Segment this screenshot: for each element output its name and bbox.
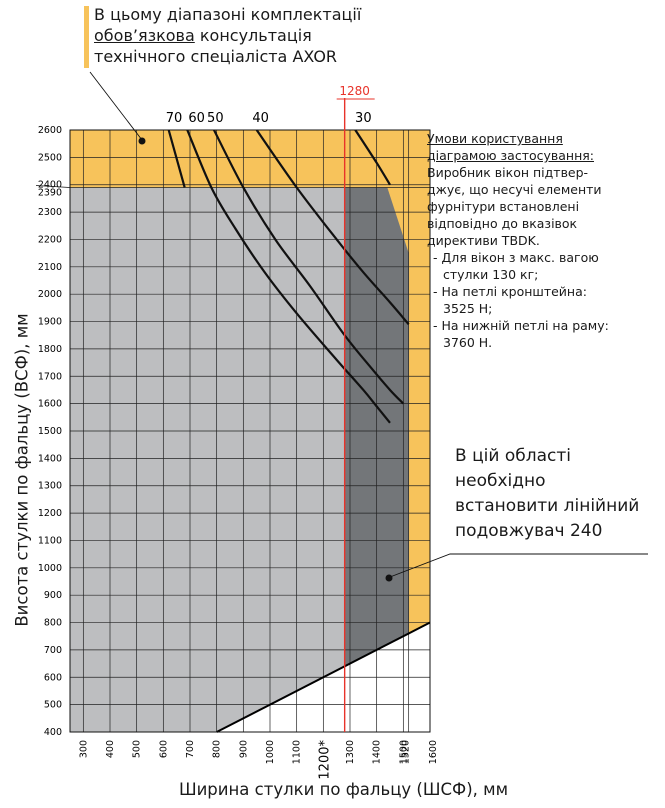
- plot-frame: [69, 129, 431, 733]
- y-tick-label: 1600: [38, 399, 62, 410]
- y-tick-label: 700: [44, 645, 62, 656]
- x-tick-label: 400: [105, 740, 116, 758]
- y-tick-label: 2300: [38, 207, 62, 218]
- y-tick-label: 1500: [38, 426, 62, 437]
- curve-60: [186, 129, 391, 424]
- x-tick-label: 900: [238, 740, 249, 758]
- curve-label-60: 60: [188, 111, 205, 126]
- condition-bracket-line-1: На петлі кронштейна:: [441, 284, 587, 299]
- area-note-line-1: В цій області: [455, 446, 571, 466]
- curve-50: [213, 129, 405, 405]
- x-tick-label: 600: [158, 740, 169, 758]
- y-tick-label: 1100: [38, 535, 62, 546]
- area-note-line-4: подовжувач 240: [455, 521, 603, 541]
- y-tick-label: 1200: [38, 508, 62, 519]
- y-tick-label: 2500: [38, 152, 62, 163]
- x-tick-label: 1000: [265, 740, 276, 764]
- area-note-line-3: встановити лінійний: [455, 496, 640, 516]
- y-tick-label: 2600: [38, 125, 62, 136]
- curve-label-30: 30: [355, 111, 372, 126]
- extension-marker: [385, 574, 393, 582]
- curve-30: [354, 129, 391, 186]
- boundary-diagonal: [216, 621, 431, 733]
- y-tick-label: 1900: [38, 317, 62, 328]
- chart-reference-line: 1280: [336, 84, 375, 732]
- curve-label-50: 50: [207, 111, 224, 126]
- y-tick-label: 2400: [38, 180, 62, 191]
- curve-70: [167, 129, 186, 188]
- condition-weight-line-2: стулки 130 кг;: [443, 267, 539, 282]
- consultation-line-2-rest: консультація: [194, 26, 312, 45]
- conditions-body-5: директиви TBDK.: [427, 233, 540, 248]
- conditions-body-1: Виробник вікон підтвер-: [427, 165, 589, 180]
- standard-zone: [70, 187, 345, 732]
- x-tick-label: 1500: [398, 740, 409, 764]
- condition-hinge-line-2: 3760 Н.: [443, 335, 493, 350]
- callout-accent-bar: [84, 6, 89, 68]
- x-tick-label: 1400: [372, 740, 383, 764]
- conditions-body-4: відповідно до вказівок: [427, 216, 578, 231]
- x-tick-label: 1600: [428, 740, 439, 764]
- condition-hinge-line-1: На нижній петлі на раму:: [441, 318, 609, 333]
- y-tick-label: 2100: [38, 262, 62, 273]
- consultation-marker: [138, 137, 146, 145]
- chart-curves: 70 60 50 40 30: [166, 111, 410, 424]
- conditions-heading-2: діаграмою застосування:: [427, 148, 594, 163]
- x-tick-label: 1300: [345, 740, 356, 764]
- consultation-line-1: В цьому діапазоні комплектації: [94, 5, 362, 24]
- y-tick-label: 500: [44, 700, 62, 711]
- conditions-body-3: фурнітури встановлені: [427, 199, 580, 214]
- extension-area-note: В цій області необхідно встановити ліній…: [455, 444, 665, 544]
- y-tick-label: 1700: [38, 371, 62, 382]
- curve-40: [255, 129, 410, 325]
- x-tick-label-1200: 1200*: [317, 740, 332, 780]
- condition-item-weight: Для вікон з макс. вагою стулки 130 кг;: [427, 249, 662, 283]
- curve-label-70: 70: [166, 111, 183, 126]
- condition-bracket-line-2: 3525 Н;: [443, 301, 493, 316]
- consultation-underlined-word: обов’язкова: [94, 26, 195, 45]
- reference-line-label: 1280: [339, 84, 370, 98]
- y-tick-label: 1800: [38, 344, 62, 355]
- x-tick-label: 300: [78, 740, 89, 758]
- condition-item-bracket: На петлі кронштейна: 3525 Н;: [427, 283, 662, 317]
- y-tick-label: 1400: [38, 453, 62, 464]
- condition-weight-line-1: Для вікон з макс. вагою: [441, 250, 599, 265]
- curve-label-40: 40: [252, 111, 269, 126]
- y-tick-label: 2000: [38, 289, 62, 300]
- y-tick-label-extra: 2390: [38, 187, 62, 198]
- conditions-heading-1: Умови користування: [427, 131, 563, 146]
- y-axis-title: Висота стулки по фальцу (ВСФ), мм: [12, 313, 32, 627]
- area-note-line-2: необхідно: [455, 471, 546, 491]
- x-axis-title: Ширина стулки по фальцу (ШСФ), мм: [178, 780, 509, 799]
- extension-leader: [389, 553, 648, 578]
- chart-leaders: [89, 71, 648, 582]
- y-tick-extra-leader: [35, 185, 71, 188]
- x-tick-label-extra: 1520: [401, 740, 412, 764]
- y-tick-label: 900: [44, 590, 62, 601]
- chart-grid: [69, 129, 431, 733]
- consultation-leader: [89, 71, 143, 141]
- y-tick-label: 800: [44, 618, 62, 629]
- consultation-line-2: обов’язкова консультація: [94, 25, 361, 46]
- chart-ticks: 400 500 600 700 800 900 1000 1100 1200 1300 1400 15…: [35, 125, 439, 780]
- usage-conditions: Умови користування діаграмою застосуванн…: [427, 130, 662, 351]
- condition-item-bottom-hinge: На нижній петлі на раму: 3760 Н.: [427, 317, 662, 351]
- y-tick-label: 600: [44, 672, 62, 683]
- conditions-body-2: джує, що несучі елементи: [427, 182, 602, 197]
- x-tick-label: 1100: [292, 740, 303, 764]
- y-tick-label: 2200: [38, 234, 62, 245]
- y-tick-label: 1000: [38, 563, 62, 574]
- conditions-list: Для вікон з макс. вагою стулки 130 кг; На…: [427, 249, 662, 351]
- y-tick-label: 400: [44, 727, 62, 738]
- consultation-line-3: технічного спеціаліста AXOR: [94, 47, 338, 66]
- x-tick-label: 500: [132, 740, 143, 758]
- x-tick-label: 700: [185, 740, 196, 758]
- x-tick-label: 800: [212, 740, 223, 758]
- y-tick-label: 1300: [38, 481, 62, 492]
- consultation-callout: В цьому діапазоні комплектації обов’язко…: [84, 4, 362, 68]
